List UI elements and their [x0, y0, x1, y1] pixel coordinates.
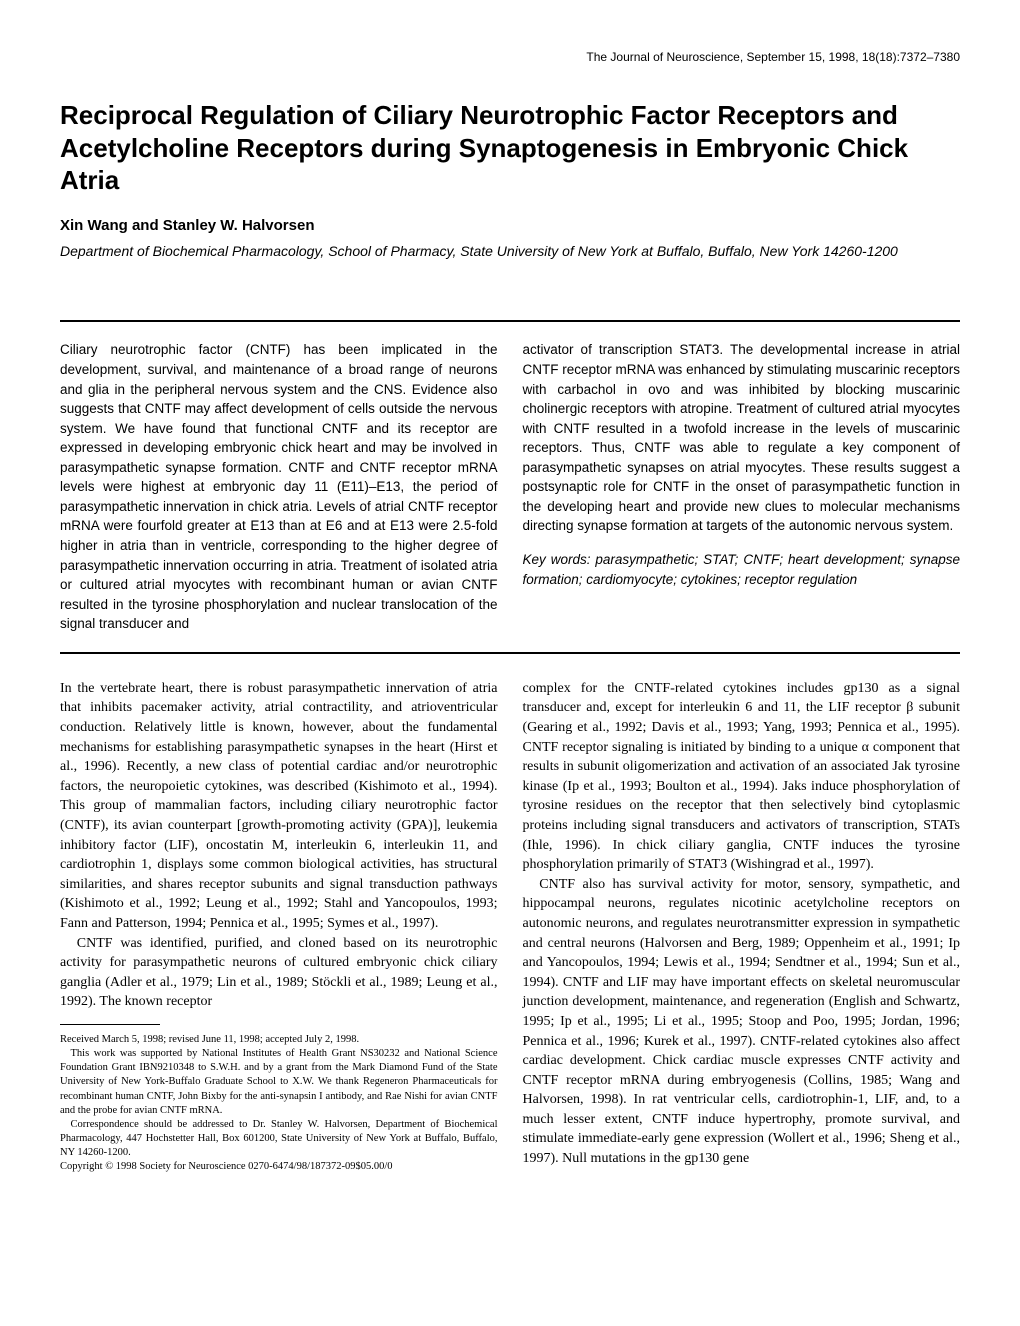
abstract-right-text: activator of transcription STAT3. The de… [523, 342, 961, 533]
footnote-received: Received March 5, 1998; revised June 11,… [60, 1033, 498, 1047]
footnote-copyright: Copyright © 1998 Society for Neuroscienc… [60, 1160, 498, 1174]
article-title: Reciprocal Regulation of Ciliary Neurotr… [60, 99, 960, 197]
affiliation: Department of Biochemical Pharmacology, … [60, 242, 960, 261]
journal-header: The Journal of Neuroscience, September 1… [60, 50, 960, 64]
footnote-correspondence: Correspondence should be addressed to Dr… [60, 1118, 498, 1161]
body-right-column: complex for the CNTF-related cytokines i… [523, 679, 961, 1175]
footnote-rule [60, 1024, 160, 1025]
body-right-p1: complex for the CNTF-related cytokines i… [523, 679, 961, 875]
body-left-p1: In the vertebrate heart, there is robust… [60, 679, 498, 934]
abstract-right-column: activator of transcription STAT3. The de… [523, 340, 961, 633]
authors: Xin Wang and Stanley W. Halvorsen [60, 217, 960, 234]
page-container: The Journal of Neuroscience, September 1… [0, 0, 1020, 1225]
body-left-p2: CNTF was identified, purified, and clone… [60, 934, 498, 1012]
abstract-left-column: Ciliary neurotrophic factor (CNTF) has b… [60, 340, 498, 633]
body-block: In the vertebrate heart, there is robust… [60, 679, 960, 1175]
abstract-left-text: Ciliary neurotrophic factor (CNTF) has b… [60, 342, 498, 631]
footnote-support: This work was supported by National Inst… [60, 1047, 498, 1118]
footnote-block: Received March 5, 1998; revised June 11,… [60, 1033, 498, 1175]
abstract-block: Ciliary neurotrophic factor (CNTF) has b… [60, 320, 960, 653]
body-left-column: In the vertebrate heart, there is robust… [60, 679, 498, 1175]
body-right-p2: CNTF also has survival activity for moto… [523, 875, 961, 1169]
keywords: Key words: parasympathetic; STAT; CNTF; … [523, 550, 961, 589]
